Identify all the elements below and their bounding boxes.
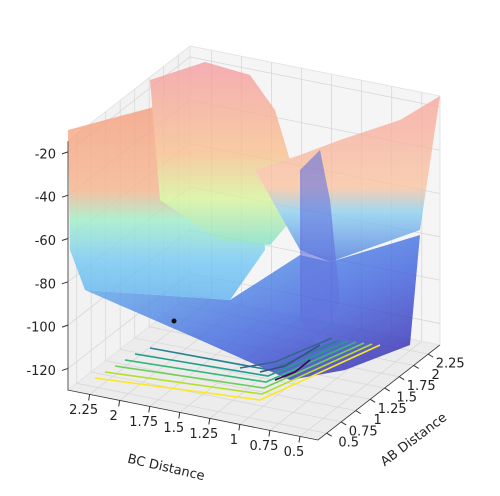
- x-tick-label: 1.5: [163, 421, 184, 436]
- z-tick-label: -20: [35, 147, 56, 162]
- floor-contours: [94, 337, 381, 401]
- tick-mark: [88, 394, 91, 401]
- x-tick-label: 2.25: [69, 403, 98, 418]
- y-tick-label: 1.75: [407, 379, 436, 394]
- tick-mark: [355, 410, 361, 415]
- y-tick-label: 0.5: [338, 436, 359, 451]
- x-axis-label: BC Distance: [126, 452, 206, 484]
- y-tick-label: 1: [374, 413, 382, 428]
- x-tick-label: 0.5: [284, 445, 305, 460]
- tick-mark: [398, 376, 405, 381]
- z-tick-label: -80: [35, 277, 56, 292]
- tick-mark: [369, 398, 376, 403]
- tick-mark: [61, 238, 69, 241]
- marker: [171, 318, 177, 324]
- z-tick-label: -60: [35, 234, 56, 249]
- tick-mark: [61, 367, 69, 371]
- tick-mark: [118, 400, 121, 407]
- tick-mark: [384, 387, 390, 392]
- x-tick-label: 1: [230, 433, 238, 448]
- tick-mark: [208, 418, 211, 425]
- tick-mark: [61, 324, 69, 328]
- y-tick-label: 1.5: [396, 391, 417, 406]
- tick-mark: [61, 194, 69, 198]
- z-tick-label: -120: [26, 364, 56, 379]
- y-tick-label: 2: [432, 368, 440, 383]
- z-tick-label: -100: [26, 321, 56, 336]
- tick-mark: [413, 364, 419, 369]
- y-tick-label: 1.25: [378, 402, 407, 417]
- y-tick-label: 0.75: [349, 424, 378, 439]
- tick-mark: [238, 424, 241, 431]
- x-tick-label: 2: [110, 409, 118, 424]
- tick-mark: [427, 353, 434, 358]
- tick-mark: [61, 281, 69, 285]
- x-tick-label: 1.25: [189, 427, 218, 442]
- tick-mark: [178, 412, 181, 419]
- x-tick-label: 0.75: [249, 439, 278, 454]
- y-axis-label: AB Distance: [378, 410, 450, 469]
- surface: [68, 62, 440, 380]
- z-tick-label: -40: [35, 191, 56, 206]
- tick-mark: [148, 406, 151, 413]
- tick-mark: [326, 432, 332, 437]
- tick-mark: [268, 430, 271, 437]
- tick-mark: [61, 151, 69, 155]
- y-tick-label: 2.25: [436, 357, 465, 372]
- tick-mark: [340, 421, 347, 426]
- x-tick-label: 1.75: [129, 415, 158, 430]
- tick-mark: [298, 436, 301, 443]
- axis-line: [67, 141, 441, 441]
